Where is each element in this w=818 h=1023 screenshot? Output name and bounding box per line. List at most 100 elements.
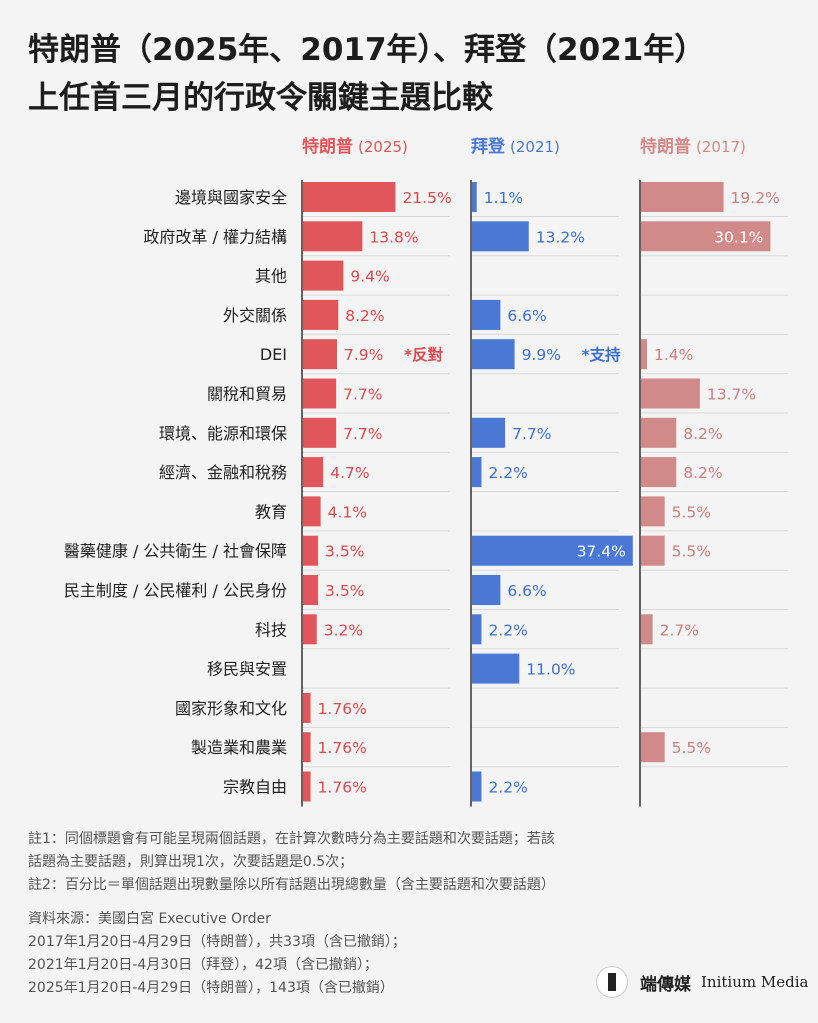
category-label: 教育 [255, 502, 287, 521]
bar [641, 182, 724, 212]
data-label: 13.2% [536, 228, 585, 246]
series-name: 特朗普 [640, 136, 691, 157]
series-name: 拜登 [471, 136, 506, 157]
bar [472, 339, 515, 370]
category-label: 政府改革 / 權力結構 [143, 227, 287, 246]
bar [641, 417, 677, 448]
data-label: 2.7% [660, 621, 699, 639]
bar [303, 457, 324, 488]
title-line-2: 上任首三月的行政令關鍵主題比較 [28, 80, 493, 116]
bar [641, 732, 665, 763]
source-line: 2017年1月20日-4月29日（特朗普），共33項（含已撤銷）； [28, 934, 406, 950]
data-sources: 資料來源：美國白宮 Executive Order 2017年1月20日-4月2… [28, 908, 588, 1000]
category-label: 科技 [255, 620, 287, 639]
bar [303, 614, 317, 645]
bar [303, 692, 311, 723]
logo-mark-icon [596, 966, 628, 998]
category-label: 環境、能源和環保 [159, 424, 287, 443]
data-label: 4.7% [330, 464, 369, 482]
series-header: 拜登 (2021) [471, 136, 560, 157]
category-label: DEI [260, 345, 287, 364]
bar [303, 732, 311, 763]
category-label: 製造業和農業 [191, 738, 287, 757]
source-line: 2025年1月20日-4月29日（特朗普），143項（含已撤銷） [28, 980, 394, 996]
footnotes: 註1：同個標題會有可能呈現兩個話題，在計算次數時分為主要話題和次要話題；若該 話… [28, 828, 648, 897]
logo-name-en: Initium Media [701, 973, 809, 991]
data-label: 37.4% [577, 543, 626, 561]
data-label: 13.8% [369, 228, 418, 246]
data-label: 21.5% [402, 189, 451, 207]
data-label: 1.76% [318, 739, 367, 757]
category-label: 經濟、金融和稅務 [159, 463, 287, 482]
data-label: 13.7% [707, 386, 756, 404]
data-label: 1.76% [318, 779, 367, 797]
bar [303, 221, 363, 252]
bar [303, 575, 319, 605]
note-line: 註2：百分比＝單個話題出現數量除以所有話題出現總數量（含主要話題和次要話題） [28, 877, 555, 893]
data-label: 3.5% [325, 543, 364, 561]
bar [472, 182, 477, 212]
bar [472, 653, 520, 684]
data-label: 5.5% [672, 739, 711, 757]
bar [472, 535, 633, 566]
data-label: 4.1% [328, 503, 367, 521]
category-label: 邊境與國家安全 [175, 188, 287, 207]
data-label: 6.6% [507, 307, 546, 325]
data-label: 3.2% [324, 621, 363, 639]
bar [641, 535, 665, 566]
data-label: 7.9% [344, 346, 383, 364]
note-line: 註1：同個標題會有可能呈現兩個話題，在計算次數時分為主要話題和次要話題；若該 [28, 831, 555, 847]
series-year: (2025) [358, 138, 408, 156]
bar [641, 496, 665, 527]
data-label: 8.2% [345, 307, 384, 325]
publisher-logo: 端傳媒 Initium Media [596, 966, 808, 998]
bar [303, 299, 339, 330]
chart-title: 特朗普（2025年、2017年）、拜登（2021年） 上任首三月的行政令關鍵主題… [28, 26, 808, 122]
category-label: 外交關係 [223, 306, 287, 325]
series-header: 特朗普 (2017) [640, 136, 746, 157]
data-label: 7.7% [512, 425, 551, 443]
source-line: 資料來源：美國白宮 Executive Order [28, 911, 271, 927]
note-line: 話題為主要話題，則算出現1次，次要話題是0.5次； [28, 854, 354, 870]
data-label: 7.7% [343, 425, 382, 443]
category-label: 醫藥健康 / 公共衛生 / 社會保障 [64, 542, 287, 561]
logo-name-cn: 端傳媒 [640, 974, 691, 995]
series-year: (2021) [510, 138, 560, 156]
data-label: 9.9% [522, 346, 561, 364]
data-label: 1.4% [654, 346, 693, 364]
data-label: 9.4% [350, 268, 389, 286]
category-label: 宗教自由 [223, 778, 287, 797]
bar [641, 614, 653, 645]
bar [303, 260, 344, 291]
data-label: 2.2% [488, 464, 527, 482]
bar [303, 496, 321, 527]
bar [303, 417, 337, 448]
bar [472, 575, 501, 605]
data-label: 11.0% [526, 661, 575, 679]
data-label: 6.6% [507, 582, 546, 600]
bar [472, 771, 482, 802]
bar [472, 299, 501, 330]
series-name: 特朗普 [302, 136, 353, 157]
category-label: 國家形象和文化 [175, 699, 287, 718]
data-label: 2.2% [488, 779, 527, 797]
data-label: 3.5% [325, 582, 364, 600]
data-label: 8.2% [683, 425, 722, 443]
category-label: 其他 [255, 267, 287, 286]
bar [641, 457, 677, 488]
data-label: 5.5% [672, 543, 711, 561]
data-label: 30.1% [714, 228, 763, 246]
bar [641, 378, 700, 409]
data-label: 1.76% [318, 700, 367, 718]
series-header: 特朗普 (2025) [302, 136, 408, 157]
bar [472, 457, 482, 488]
category-label: 移民與安置 [207, 660, 287, 679]
bar [641, 221, 771, 252]
category-label: 民主制度 / 公民權利 / 公民身份 [64, 581, 287, 600]
data-label: 1.1% [484, 189, 523, 207]
title-line-1: 特朗普（2025年、2017年）、拜登（2021年） [28, 32, 706, 68]
bar [303, 339, 337, 370]
data-label: 19.2% [731, 189, 780, 207]
bar [303, 535, 319, 566]
